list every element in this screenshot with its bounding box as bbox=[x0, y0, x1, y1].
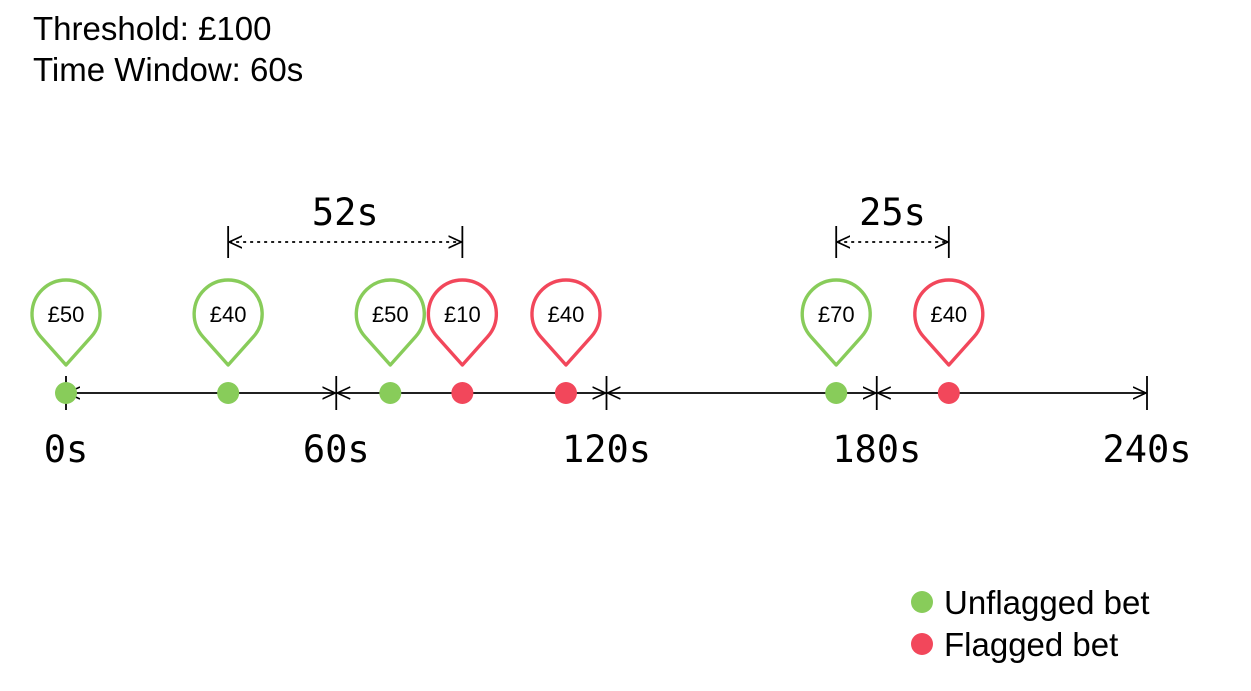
threshold-label: Threshold: £100 bbox=[33, 10, 272, 47]
legend-unflagged-label: Unflagged bet bbox=[944, 584, 1150, 621]
bet-pins: £50 £40 £50 £10 £40 £70 £40 bbox=[30, 278, 985, 404]
bet-amount: £40 bbox=[548, 302, 585, 327]
map-pin-icon bbox=[192, 278, 264, 367]
bet-dot bbox=[217, 382, 240, 404]
bet-dot bbox=[451, 382, 474, 404]
legend-flagged-label: Flagged bet bbox=[944, 626, 1118, 663]
tick-label: 180s bbox=[832, 428, 921, 471]
bet-dot bbox=[379, 382, 402, 404]
flagged-bet: £10 bbox=[426, 278, 499, 404]
tick-label: 120s bbox=[562, 428, 651, 471]
map-pin-icon bbox=[913, 278, 985, 367]
map-pin-icon bbox=[530, 278, 602, 367]
legend-unflagged-dot bbox=[911, 591, 933, 613]
bet-amount: £50 bbox=[372, 302, 409, 327]
map-pin-icon bbox=[30, 278, 102, 367]
bet-dot bbox=[937, 382, 960, 404]
bet-dot bbox=[825, 382, 848, 404]
bet-amount: £40 bbox=[210, 302, 247, 327]
bet-amount: £50 bbox=[48, 302, 85, 327]
bet-amount: £70 bbox=[818, 302, 855, 327]
bet-dot bbox=[55, 382, 77, 404]
tick-label: 60s bbox=[303, 428, 370, 471]
bet-amount: £10 bbox=[444, 302, 481, 327]
legend: Unflagged bet Flagged bet bbox=[911, 584, 1150, 663]
interval-label: 52s bbox=[312, 191, 379, 234]
map-pin-icon bbox=[354, 278, 426, 367]
flagged-bet: £40 bbox=[530, 278, 602, 404]
interval-label: 25s bbox=[859, 191, 926, 234]
unflagged-bet: £40 bbox=[192, 278, 264, 404]
bet-amount: £40 bbox=[930, 302, 967, 327]
time-axis-labels: 0s 60s 120s 180s 240s bbox=[44, 428, 1192, 471]
map-pin-icon bbox=[800, 278, 872, 367]
unflagged-bet: £70 bbox=[800, 278, 872, 404]
flagged-bet: £40 bbox=[913, 278, 985, 404]
unflagged-bet: £50 bbox=[30, 278, 102, 404]
tick-label: 0s bbox=[44, 428, 89, 471]
time-window-label: Time Window: 60s bbox=[33, 51, 303, 88]
unflagged-bet: £50 bbox=[354, 278, 426, 404]
tick-label: 240s bbox=[1102, 428, 1191, 471]
interval-annotations: 52s 25s bbox=[227, 191, 950, 258]
legend-flagged-dot bbox=[911, 633, 933, 655]
bet-dot bbox=[554, 382, 577, 404]
map-pin-icon bbox=[426, 278, 499, 367]
